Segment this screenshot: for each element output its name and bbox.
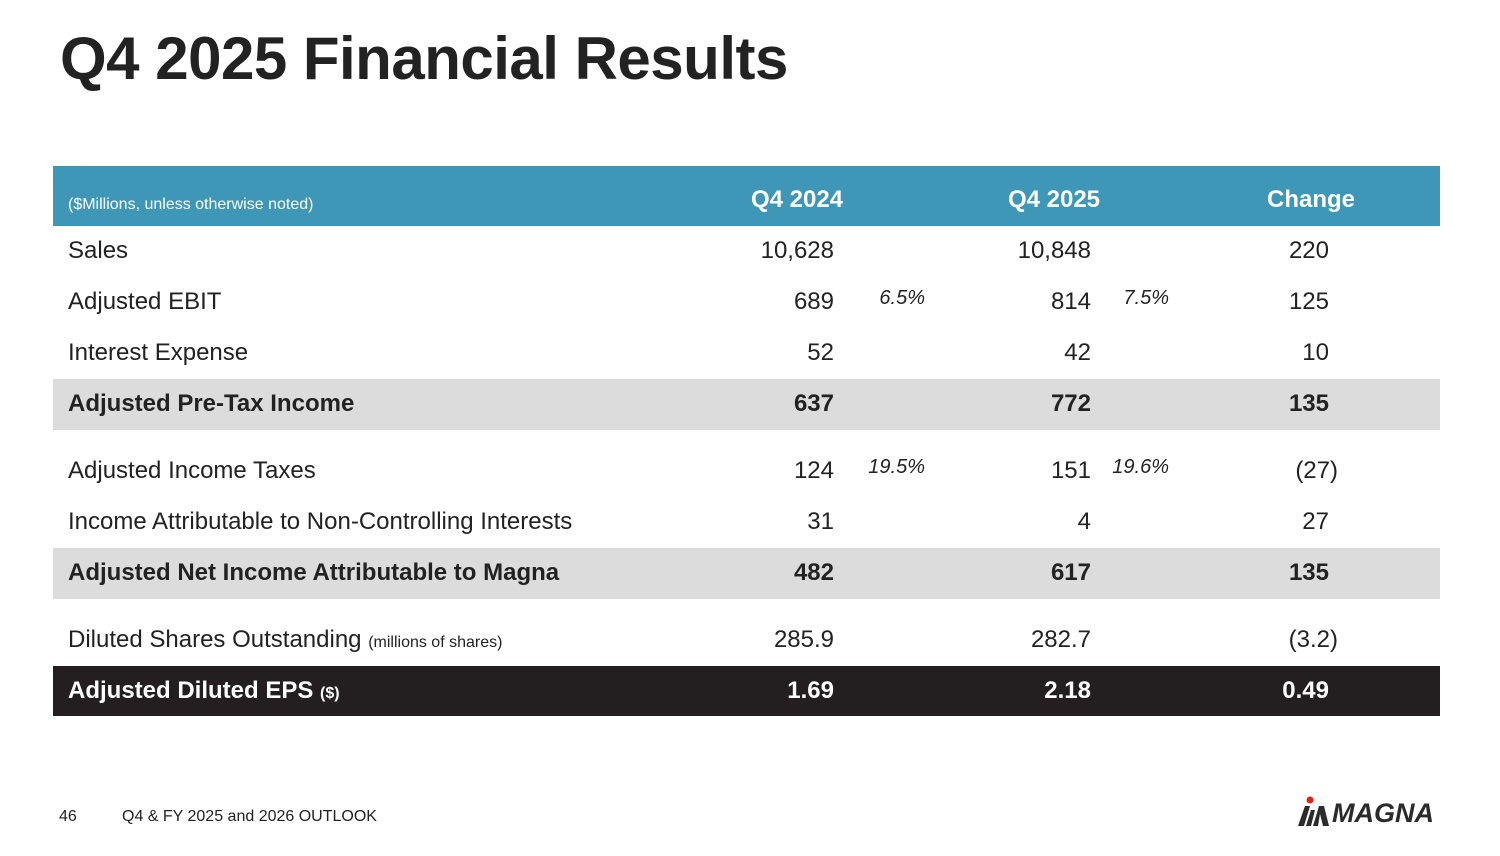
value-q4-2025: 814 xyxy=(1050,288,1091,315)
row-label: Adjusted Net Income Attributable to Magn… xyxy=(68,559,560,586)
row-spacer xyxy=(53,430,1440,446)
margin-q4-2024: 6.5% xyxy=(879,287,925,309)
row-label-wrap: Diluted Shares Outstanding (millions of … xyxy=(68,626,502,654)
magna-logo-text: MAGNA xyxy=(1332,798,1434,828)
row-spacer xyxy=(53,599,1440,615)
value-q4-2025: 4 xyxy=(1077,508,1091,535)
value-q4-2025: 617 xyxy=(1050,559,1091,586)
value-q4-2024: 482 xyxy=(793,559,834,586)
table-row-sales: Sales 10,628 10,848 220 xyxy=(53,226,1440,277)
value-q4-2025: 282.7 xyxy=(1030,626,1091,653)
table-row-adjusted-diluted-eps: Adjusted Diluted EPS ($) 1.69 2.18 0.49 xyxy=(53,666,1440,716)
table-row-adjusted-income-taxes: Adjusted Income Taxes 124 19.5% 151 19.6… xyxy=(53,446,1440,497)
value-q4-2024: 52 xyxy=(807,339,834,366)
footer-text: Q4 & FY 2025 and 2026 OUTLOOK xyxy=(122,808,377,825)
value-change: 135 xyxy=(1288,559,1329,586)
row-label: Interest Expense xyxy=(68,339,249,366)
tax-rate-q4-2024: 19.5% xyxy=(868,456,925,478)
value-q4-2024: 689 xyxy=(793,288,834,315)
value-change: 220 xyxy=(1288,237,1329,264)
financial-results-table: ($Millions, unless otherwise noted) Q4 2… xyxy=(53,166,1440,716)
row-label-wrap: Adjusted Diluted EPS ($) xyxy=(68,677,340,705)
header-q4-2024: Q4 2024 xyxy=(750,186,844,213)
value-change: 0.49 xyxy=(1282,677,1329,704)
value-q4-2025: 151 xyxy=(1050,457,1091,484)
magna-logo-mark-icon xyxy=(1298,796,1329,826)
table-row-non-controlling-interests: Income Attributable to Non-Controlling I… xyxy=(53,497,1440,548)
header-change: Change xyxy=(1266,186,1355,213)
page-number: 46 xyxy=(59,808,77,825)
value-change: 10 xyxy=(1302,339,1329,366)
value-q4-2024: 1.69 xyxy=(787,677,834,704)
value-q4-2025: 772 xyxy=(1050,390,1091,417)
table-header: ($Millions, unless otherwise noted) Q4 2… xyxy=(53,166,1440,226)
page-title: Q4 2025 Financial Results xyxy=(60,25,788,92)
value-q4-2024: 285.9 xyxy=(773,626,834,653)
value-q4-2025: 2.18 xyxy=(1044,677,1091,704)
value-q4-2025: 10,848 xyxy=(1017,237,1091,264)
row-label: Adjusted Diluted EPS xyxy=(68,677,314,704)
tax-rate-q4-2025: 19.6% xyxy=(1112,456,1169,478)
value-q4-2024: 10,628 xyxy=(760,237,834,264)
value-change: 27 xyxy=(1302,508,1329,535)
table-row-adjusted-net-income: Adjusted Net Income Attributable to Magn… xyxy=(53,548,1440,599)
value-q4-2024: 637 xyxy=(793,390,834,417)
value-change: 135 xyxy=(1288,390,1329,417)
row-sublabel: ($) xyxy=(320,685,340,702)
row-label: Adjusted Pre-Tax Income xyxy=(68,390,355,417)
row-label: Sales xyxy=(68,237,129,264)
table-row-adjusted-pre-tax-income: Adjusted Pre-Tax Income 637 772 135 xyxy=(53,379,1440,430)
table-row-interest-expense: Interest Expense 52 42 10 xyxy=(53,328,1440,379)
table-row-adjusted-ebit: Adjusted EBIT 689 6.5% 814 7.5% 125 xyxy=(53,277,1440,328)
row-sublabel: (millions of shares) xyxy=(368,634,503,651)
header-units-label: ($Millions, unless otherwise noted) xyxy=(68,196,314,213)
row-label: Diluted Shares Outstanding xyxy=(68,626,362,653)
row-label: Adjusted Income Taxes xyxy=(68,457,316,484)
magna-logo: MAGNA xyxy=(1298,794,1434,828)
row-label: Income Attributable to Non-Controlling I… xyxy=(68,508,573,535)
value-q4-2025: 42 xyxy=(1064,339,1091,366)
table-row-diluted-shares: Diluted Shares Outstanding (millions of … xyxy=(53,615,1440,666)
value-q4-2024: 31 xyxy=(807,508,834,535)
value-q4-2024: 124 xyxy=(793,457,834,484)
margin-q4-2025: 7.5% xyxy=(1123,287,1169,309)
value-change: (27) xyxy=(1295,457,1338,484)
value-change: (3.2) xyxy=(1288,626,1338,653)
row-label: Adjusted EBIT xyxy=(68,288,222,315)
header-q4-2025: Q4 2025 xyxy=(1007,186,1101,213)
value-change: 125 xyxy=(1288,288,1329,315)
